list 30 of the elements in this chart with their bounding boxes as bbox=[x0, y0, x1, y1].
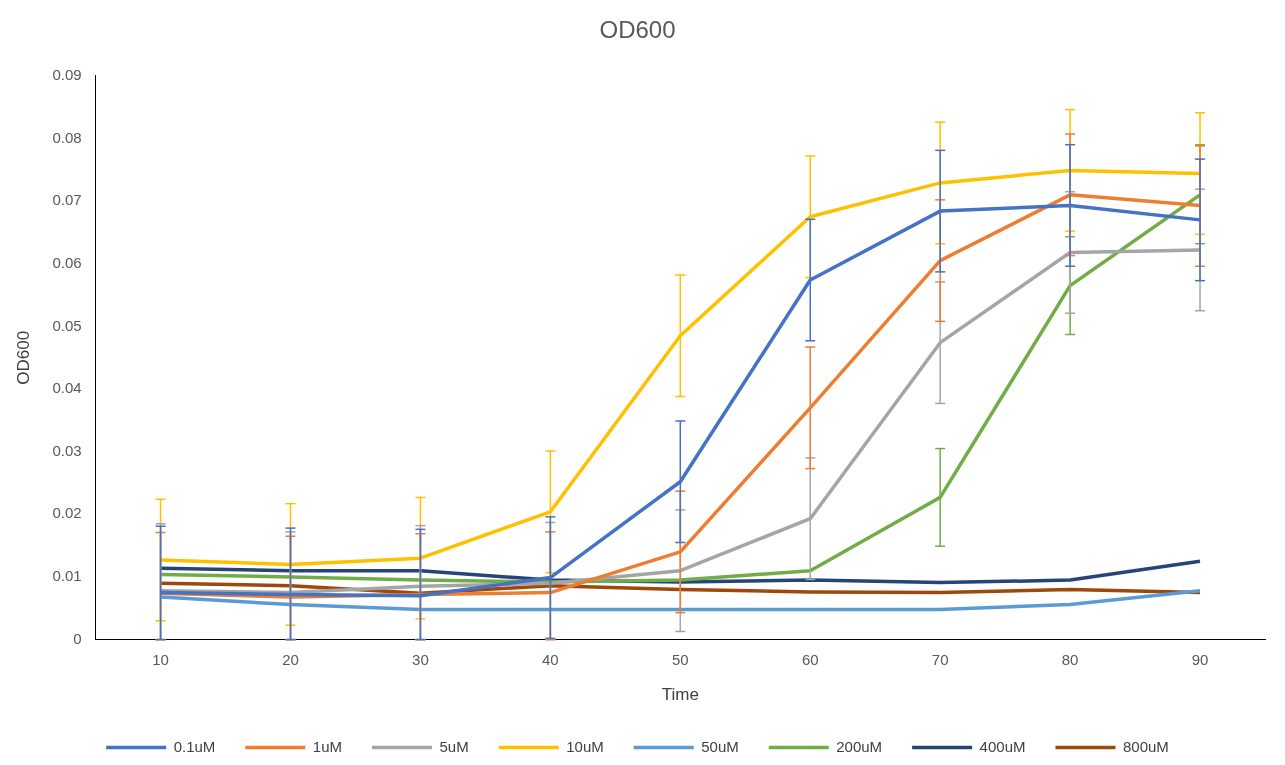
legend-label: 10uM bbox=[566, 737, 604, 755]
y-tick-label: 0.04 bbox=[52, 379, 82, 397]
y-tick-label: 0.09 bbox=[52, 65, 82, 83]
x-tick-label: 40 bbox=[542, 650, 559, 668]
y-tick-label: 0.07 bbox=[52, 191, 82, 209]
x-tick-label: 80 bbox=[1061, 650, 1079, 668]
x-tick-label: 90 bbox=[1191, 650, 1209, 668]
x-tick-label: 70 bbox=[931, 650, 949, 668]
x-tick-label: 10 bbox=[152, 650, 169, 668]
legend-label: 200uM bbox=[836, 737, 883, 755]
y-tick-label: 0.03 bbox=[52, 441, 82, 459]
legend-label: 1uM bbox=[312, 737, 343, 755]
legend-label: 400uM bbox=[979, 737, 1026, 755]
y-tick-label: 0.02 bbox=[52, 504, 82, 522]
y-tick-label: 0 bbox=[73, 629, 82, 647]
legend-label: 5uM bbox=[439, 737, 469, 755]
x-axis-title: Time bbox=[661, 685, 699, 705]
legend-label: 50uM bbox=[701, 737, 739, 755]
chart-title: OD600 bbox=[599, 16, 676, 44]
y-tick-label: 0.08 bbox=[52, 128, 82, 146]
y-tick-label: 0.01 bbox=[52, 567, 82, 585]
x-tick-label: 60 bbox=[801, 650, 819, 668]
y-tick-label: 0.06 bbox=[52, 253, 82, 271]
legend-label: 800uM bbox=[1122, 737, 1169, 755]
legend-label: 0.1uM bbox=[173, 737, 216, 755]
x-tick-label: 50 bbox=[671, 650, 689, 668]
x-tick-label: 30 bbox=[412, 650, 429, 668]
x-tick-label: 20 bbox=[282, 650, 299, 668]
y-axis-title: OD600 bbox=[13, 330, 33, 385]
y-tick-label: 0.05 bbox=[52, 316, 82, 334]
